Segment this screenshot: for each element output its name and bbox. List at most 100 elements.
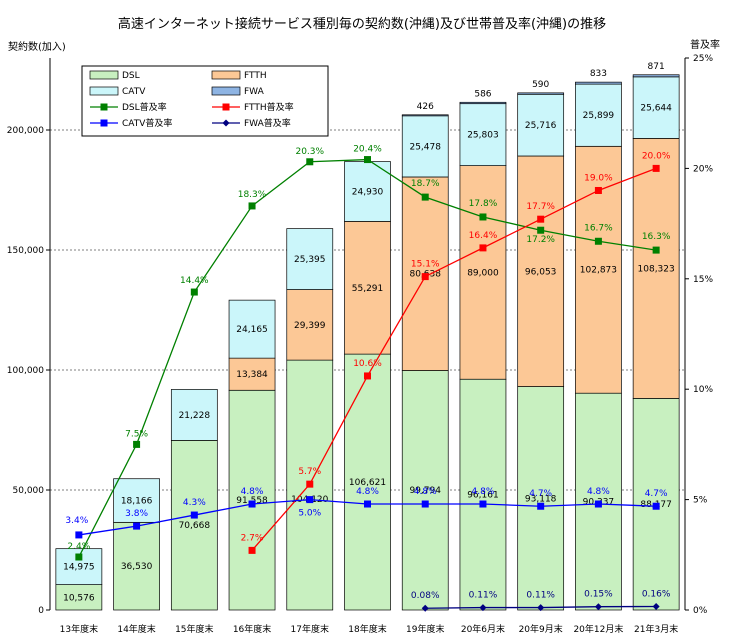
bar-fwa [401, 114, 449, 117]
x-tick-label: 14年度末 [117, 623, 155, 635]
marker-CATV普及率 [133, 522, 141, 530]
y-tick-label-right: 10% [693, 385, 713, 395]
bar-dsl [113, 521, 160, 611]
bar-catv [344, 161, 391, 222]
bar-value-label: 25,899 [583, 111, 615, 121]
marker-DSL普及率 [364, 156, 371, 164]
rate-label: 0.11% [526, 591, 555, 601]
bar-value-label: 590 [532, 80, 549, 90]
bar-value-label: 108,323 [638, 264, 675, 274]
x-tick-label: 20年6月末 [461, 623, 505, 635]
legend-label: CATV普及率 [122, 117, 172, 129]
legend-label: FWA普及率 [244, 117, 291, 129]
rate-label: 16.3% [642, 232, 671, 242]
rate-label: 4.8% [241, 487, 264, 497]
bar-value-label: 55,291 [352, 284, 384, 294]
bar-value-label: 586 [474, 89, 491, 99]
bar-ftth [344, 221, 391, 355]
marker-FWA普及率 [421, 604, 429, 612]
y-tick-label-right: 20% [693, 164, 713, 174]
bar-dsl [632, 398, 680, 611]
legend-swatch [211, 86, 241, 96]
marker-CATV普及率 [248, 500, 256, 508]
legend-box [81, 65, 329, 137]
y-tick-label-right: 15% [693, 275, 713, 285]
legend-marker [100, 119, 108, 127]
y-tick-label-right: 25% [693, 54, 713, 64]
rate-label: 5.7% [298, 467, 321, 477]
marker-DSL普及率 [652, 246, 660, 254]
bar-value-label: 833 [590, 69, 607, 79]
rate-label: 0.15% [584, 590, 613, 600]
x-tick-label: 21年3月末 [634, 623, 678, 635]
rate-label: 16.7% [584, 223, 613, 233]
marker-FTTH普及率 [537, 215, 545, 223]
bar-value-label: 426 [417, 102, 434, 112]
bar-value-label: 14,975 [63, 563, 95, 573]
marker-FTTH普及率 [652, 164, 660, 172]
bar-value-label: 96,053 [525, 267, 557, 277]
marker-DSL普及率 [594, 237, 602, 245]
legend-swatch [89, 70, 119, 80]
bar-value-label: 24,165 [236, 325, 268, 335]
y-axis-right-title: 普及率 [690, 38, 720, 51]
legend-label: DSL [122, 71, 140, 81]
bar-catv [286, 228, 334, 290]
bar-catv [401, 115, 449, 178]
y-tick-label-right: 0% [693, 606, 708, 616]
legend-swatch [211, 70, 241, 80]
legend-label: FTTH [244, 71, 267, 81]
rate-label: 20.0% [642, 151, 671, 161]
bar-dsl [55, 584, 103, 611]
rate-label: 20.4% [353, 145, 382, 155]
bar-value-label: 25,644 [640, 104, 672, 114]
rate-label: 4.8% [414, 487, 437, 497]
x-tick-label: 20年12月末 [573, 623, 623, 635]
rate-label: 0.11% [469, 591, 498, 601]
x-tick-label: 19年度末 [406, 623, 444, 635]
legend-label: FWA [244, 87, 265, 97]
bar-dsl [517, 386, 565, 611]
rate-label: 18.3% [238, 190, 267, 200]
legend-label: FTTH普及率 [244, 101, 294, 113]
bar-value-label: 102,873 [580, 266, 617, 276]
rate-label: 3.8% [125, 509, 148, 519]
legend-marker [100, 103, 108, 111]
chart-title: 高速インターネット接続サービス種別毎の契約数(沖縄)及び世帯普及率(沖縄)の推移 [118, 16, 606, 32]
rate-label: 0.16% [642, 589, 671, 599]
marker-FWA普及率 [479, 604, 487, 612]
bar-value-label: 871 [648, 62, 665, 72]
marker-FTTH普及率 [306, 480, 314, 488]
rate-label: 17.7% [526, 202, 555, 212]
legend-marker [222, 119, 230, 127]
marker-CATV普及率 [364, 500, 371, 508]
y-tick-label-left: 100,000 [7, 366, 44, 376]
bar-dsl [401, 370, 449, 611]
rate-label: 10.6% [353, 359, 382, 369]
y-tick-label-right: 5% [693, 496, 708, 506]
bar-value-label: 18,166 [121, 497, 153, 507]
rate-label: 17.2% [526, 235, 555, 245]
x-tick-label: 16年度末 [233, 623, 271, 635]
bar-value-label: 89,000 [467, 268, 499, 278]
bar-value-label: 10,576 [63, 593, 95, 603]
marker-FWA普及率 [594, 603, 602, 611]
bar-fwa [575, 81, 622, 85]
marker-DSL普及率 [421, 193, 429, 201]
rate-label: 4.7% [529, 489, 552, 499]
line-FTTH普及率 [251, 167, 657, 551]
rate-label: 0.08% [411, 591, 440, 601]
bar-catv [113, 478, 160, 523]
bar-value-label: 25,716 [525, 121, 557, 131]
rate-label: 14.4% [180, 276, 209, 286]
rate-label: 2.7% [241, 533, 264, 543]
bar-ftth [228, 357, 276, 391]
bar-ftth [286, 289, 334, 361]
rate-label: 4.7% [645, 489, 668, 499]
bar-catv [170, 389, 218, 441]
bar-value-label: 93,118 [525, 494, 557, 504]
marker-CATV普及率 [421, 500, 429, 508]
legend-swatch [89, 86, 119, 96]
rate-label: 2.4% [67, 542, 90, 552]
